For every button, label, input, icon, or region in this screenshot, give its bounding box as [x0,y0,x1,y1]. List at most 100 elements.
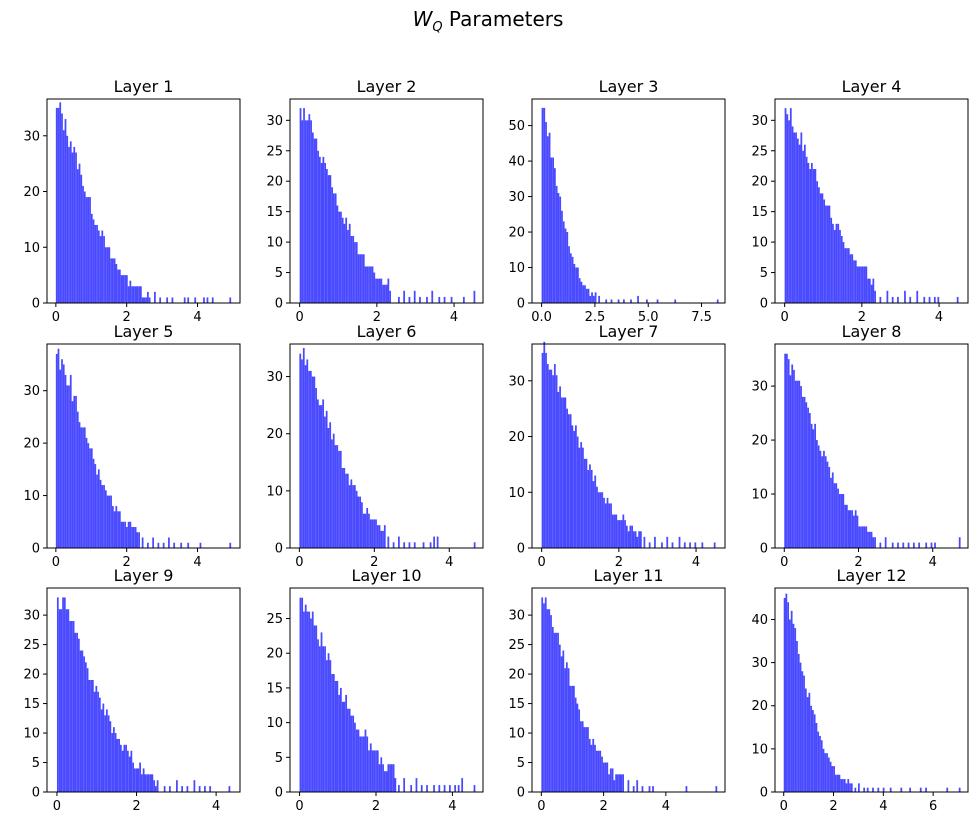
hist-bar [118,511,121,548]
hist-bar [562,650,565,792]
hist-bar [891,542,894,548]
subplot-title: Layer 11 [593,566,663,585]
hist-bar [69,374,72,548]
hist-bar [71,152,74,303]
hist-bar [85,437,88,548]
hist-bar [378,525,381,548]
hist-bar [318,646,321,792]
x-tick-label: 7.5 [691,310,712,325]
y-tick-label: 5 [275,266,283,281]
hist-bar [788,120,790,303]
hist-bar [842,779,844,792]
hist-bar [814,423,817,548]
hist-bar [98,697,101,792]
hist-bar [56,597,59,792]
hist-bar [343,223,346,303]
hist-bar [128,756,131,792]
y-tick-label: 25 [23,638,40,653]
hist-bar [601,492,604,548]
hist-bar [666,536,669,548]
hist-bar [613,780,616,792]
x-tick-label: 4 [692,555,700,570]
hist-bar [162,542,165,548]
y-tick-label: 10 [23,727,40,742]
hist-bar [889,787,892,792]
hist-bar [119,744,122,792]
y-tick-label: 5 [517,756,525,771]
hist-bar [541,107,544,304]
hist-bar [587,288,590,303]
hist-bar [909,787,912,792]
hist-bar [318,405,321,548]
hist-bar [794,380,797,548]
hist-bar [609,768,612,792]
hist-bar [562,397,565,548]
y-tick-label: 20 [23,437,40,452]
hist-bar [795,132,797,303]
hist-bar [573,685,575,792]
hist-bar [59,369,62,548]
hist-bar [918,542,921,548]
hist-bar [322,646,325,792]
hist-bar [194,297,197,303]
hist-bar [382,530,384,548]
hist-bar [829,761,832,792]
hist-bar [793,369,795,548]
y-tick-label: 10 [751,742,768,757]
hist-bar [620,774,623,792]
hist-bar [863,787,866,792]
hist-bar [830,477,832,548]
hist-bar [131,286,133,303]
hist-bar [117,511,119,548]
hist-bar [369,743,372,792]
hist-bar [410,785,413,792]
hist-bar [117,269,119,303]
hist-bar [798,144,801,303]
hist-bar [844,504,846,548]
hist-bar [82,185,84,303]
hist-bar [355,490,358,548]
hist-bar [809,169,811,303]
hist-bar [872,787,874,792]
hist-bar [597,750,600,792]
subplot-title: Layer 7 [599,322,659,341]
x-tick-label: 2 [829,799,837,814]
hist-bar [716,299,719,303]
bars [299,348,476,548]
hist-bar [457,785,460,792]
hist-bar [132,527,135,548]
hist-bar [371,519,374,548]
y-tick-label: 10 [508,486,525,501]
hist-bar [694,542,697,548]
hist-bar [605,299,608,303]
hist-bar [106,495,109,548]
hist-bar [583,458,586,548]
title-rest: Parameters [443,7,564,31]
hist-bar [403,290,406,303]
hist-bar [382,764,384,792]
hist-bar [124,275,126,303]
y-tick-label: 20 [508,430,525,445]
hist-bar [97,230,100,303]
hist-bar [97,469,100,548]
y-tick-label: 5 [275,751,283,766]
hist-bar [602,762,605,792]
hist-bar [689,542,691,548]
hist-bar [805,402,808,548]
hist-bar [559,196,562,303]
hist-bar [713,542,716,548]
hist-bar [366,508,369,548]
x-tick-label: 0 [780,555,788,570]
hist-bar [627,531,630,548]
hist-bar [154,291,156,303]
hist-bar [301,359,303,548]
hist-bar [601,756,603,792]
hist-bar [589,464,591,548]
hist-bar [608,774,610,792]
y-tick-label: 10 [266,236,283,251]
hist-bar [383,525,386,548]
hist-bar [113,511,116,548]
hist-bar [610,299,613,303]
hist-bar [75,152,77,303]
hist-bar [820,740,823,792]
